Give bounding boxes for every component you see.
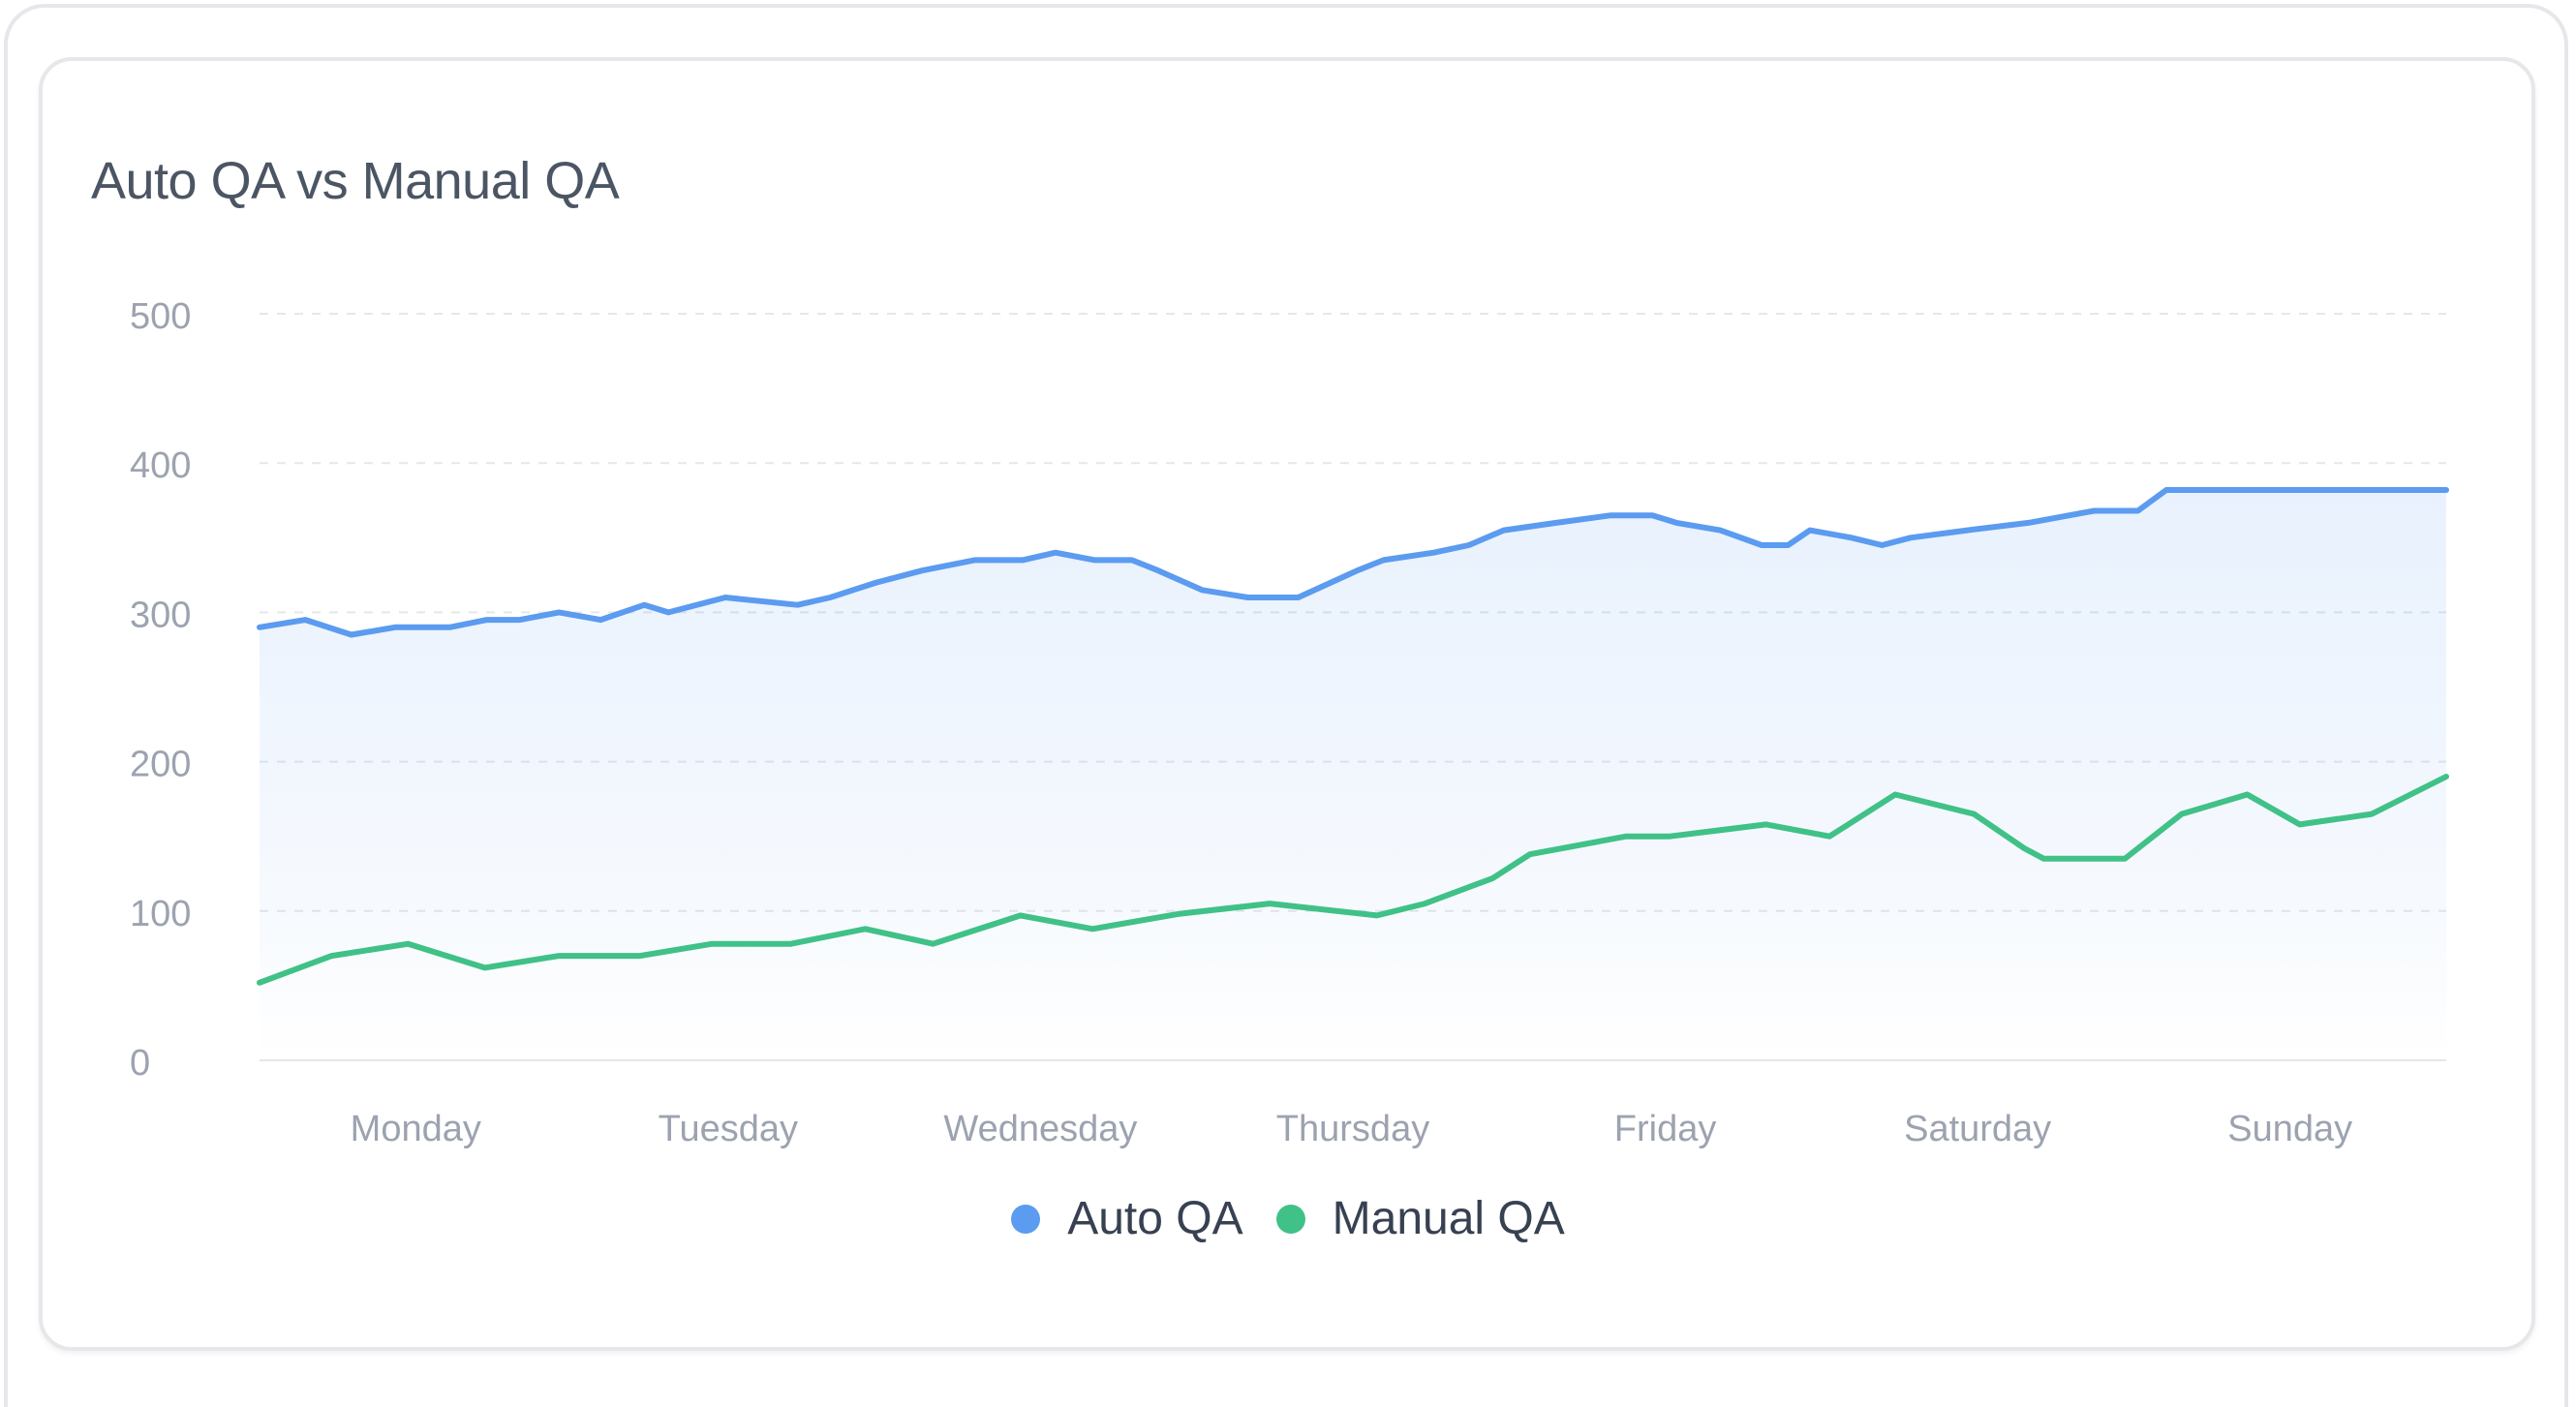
- series-line-auto-qa[interactable]: [257, 487, 2449, 638]
- x-tick-label: Wednesday: [943, 1109, 1137, 1149]
- x-tick-label: Saturday: [1904, 1109, 2051, 1149]
- legend-item-auto-qa[interactable]: Auto QA: [1011, 1193, 1243, 1244]
- series-lines: [257, 487, 2449, 986]
- chart-legend: Auto QA Manual QA: [0, 1196, 2576, 1242]
- x-tick-label: Friday: [1614, 1109, 1717, 1149]
- y-tick-label: 300: [130, 595, 191, 635]
- x-axis: Monday Tuesday Wednesday Thursday Friday Satu…: [351, 1109, 2352, 1149]
- legend-label-manual-qa: Manual QA: [1332, 1193, 1565, 1244]
- x-tick-label: Monday: [351, 1109, 481, 1149]
- area-fill: [260, 490, 2446, 1060]
- y-tick-label: 400: [130, 445, 191, 486]
- area-auto-qa: [260, 490, 2446, 1060]
- legend-swatch-manual-qa: [1275, 1205, 1305, 1234]
- line-chart: 0 100 200 300 400 500 Monday Tuesday Wednesday T…: [130, 296, 2449, 1149]
- y-tick-label: 200: [130, 745, 191, 785]
- series-line-manual-qa[interactable]: [257, 774, 2449, 986]
- legend-item-manual-qa[interactable]: Manual QA: [1275, 1193, 1565, 1244]
- chart-title: Auto QA vs Manual QA: [91, 152, 620, 210]
- y-tick-label: 100: [130, 894, 191, 934]
- x-tick-label: Tuesday: [659, 1109, 798, 1149]
- x-tick-label: Thursday: [1276, 1109, 1429, 1149]
- legend-swatch-auto-qa: [1011, 1205, 1041, 1234]
- y-axis: 0 100 200 300 400 500: [130, 296, 191, 1084]
- y-tick-label: 500: [130, 296, 191, 337]
- y-tick-label: 0: [130, 1043, 150, 1084]
- x-tick-label: Sunday: [2227, 1109, 2352, 1149]
- legend-label-auto-qa: Auto QA: [1067, 1193, 1243, 1244]
